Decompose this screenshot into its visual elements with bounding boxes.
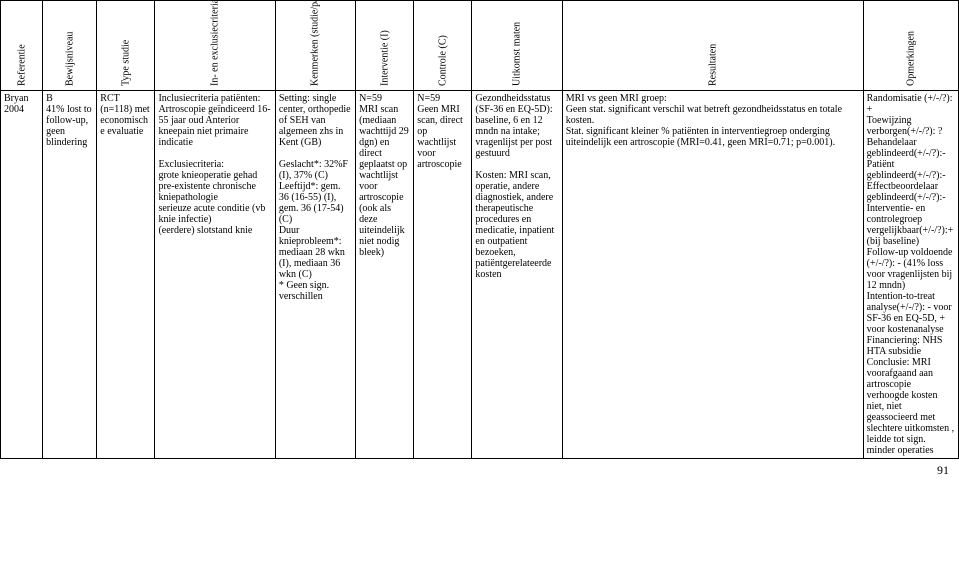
header-in-exclusie: In- en exclusiecriteria xyxy=(155,1,275,91)
cell-interventie: N=59MRI scan (mediaan wachttijd 29 dgn) … xyxy=(356,91,414,459)
cell-kenmerken: Setting: single center, orthopedie of SE… xyxy=(275,91,355,459)
page-number: 91 xyxy=(0,459,959,484)
header-uitkomst: Uitkomst maten xyxy=(472,1,562,91)
header-row: Referentie Bewijsniveau Type studie In- … xyxy=(1,1,959,91)
header-type-studie: Type studie xyxy=(97,1,155,91)
cell-controle: N=59Geen MRI scan, direct op wachtlijst … xyxy=(414,91,472,459)
cell-bewijsniveau: B41% lost to follow-up, geen blindering xyxy=(43,91,97,459)
table-row: Bryan 2004 B41% lost to follow-up, geen … xyxy=(1,91,959,459)
header-kenmerken: Kenmerken (studie/patiënten) xyxy=(275,1,355,91)
header-controle: Controle (C) xyxy=(414,1,472,91)
header-interventie: Interventie (I) xyxy=(356,1,414,91)
cell-resultaten: MRI vs geen MRI groep:Geen stat. signifi… xyxy=(562,91,863,459)
cell-referentie: Bryan 2004 xyxy=(1,91,43,459)
header-resultaten: Resultaten xyxy=(562,1,863,91)
header-referentie: Referentie xyxy=(1,1,43,91)
header-opmerkingen: Opmerkingen xyxy=(863,1,958,91)
cell-type-studie: RCT (n=118) met economische evaluatie xyxy=(97,91,155,459)
cell-uitkomst: Gezondheidsstatus (SF-36 en EQ-5D): base… xyxy=(472,91,562,459)
cell-in-exclusie: Inclusiecriteria patiënten: Artroscopie … xyxy=(155,91,275,459)
cell-opmerkingen: Randomisatie (+/-/?): +Toewijzing verbor… xyxy=(863,91,958,459)
header-bewijsniveau: Bewijsniveau xyxy=(43,1,97,91)
evidence-table: Referentie Bewijsniveau Type studie In- … xyxy=(0,0,959,459)
